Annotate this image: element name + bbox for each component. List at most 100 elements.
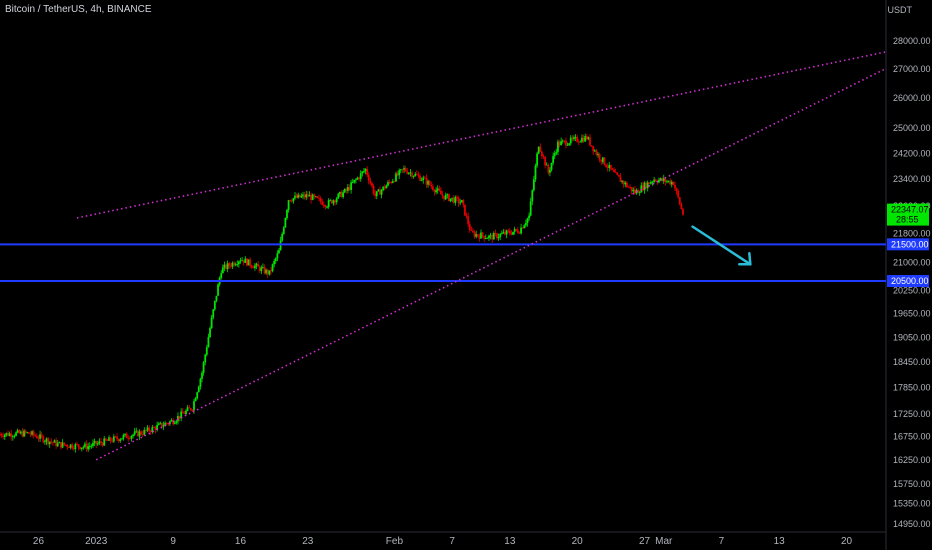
candle-body [144,429,147,431]
candle-body [504,232,506,235]
x-tick-label: 2023 [85,536,108,547]
candle-body [516,230,519,233]
candle-body [398,170,401,176]
candle-body [415,173,418,175]
candle-body [396,173,399,176]
candle-body [558,141,561,146]
candle-body [249,259,252,266]
candle-body [582,137,585,142]
candle-body [669,180,672,185]
candle-body [571,137,574,139]
candle-body [210,317,213,329]
candle-body [448,194,450,201]
candle-body [303,194,306,198]
candle-body [124,433,126,436]
candle-body [674,184,676,189]
candle-body [467,216,470,225]
candle-body [104,438,107,441]
candle-body [5,432,8,435]
candle-body [406,171,409,174]
candle-body [120,438,123,440]
candle-body [294,195,296,199]
candle-body [414,173,417,176]
candle-body [372,186,375,194]
candle-body [242,260,245,263]
candle-body [181,411,184,414]
x-tick-label: Mar [655,536,673,547]
candle-body [366,168,369,176]
candle-body [116,436,118,439]
candle-body [348,187,351,190]
candle-body [653,179,656,182]
candle-body [72,448,75,450]
candle-body [93,441,96,443]
candle-body [560,141,563,146]
candle-body [85,443,88,450]
candle-body [225,264,227,269]
candle-body [77,444,80,447]
candle-body [646,182,649,189]
candle-body [180,411,183,419]
candle-body [56,443,59,447]
candle-body [43,441,46,443]
candle-body [79,446,82,450]
candle-body [666,181,668,183]
candle-body [443,196,446,200]
candle-body [436,188,439,191]
candle-body [404,168,407,172]
candle-body [258,266,261,272]
candle-body [2,435,5,438]
y-tick-label: 17250.00 [893,409,931,419]
trendline[interactable] [95,68,886,461]
candle-body [207,337,210,348]
candle-body [605,164,607,167]
candle-body [355,179,357,181]
candle-body [600,159,603,162]
candle-body [521,227,524,229]
candle-body [23,430,25,437]
candle-body [96,443,99,445]
candle-body [539,146,542,152]
candle-body [524,222,527,226]
candle-body [178,416,181,419]
candle-body [306,194,309,197]
candle-body [90,445,93,447]
candle-body [241,260,243,262]
candle-body [228,263,231,266]
candle-body [330,200,333,204]
candle-body [84,443,86,447]
candle-body [290,201,293,202]
candle-body [577,141,580,143]
y-tick-label: 20250.00 [893,285,931,295]
candle-body [449,198,452,201]
candle-body [305,194,308,198]
candle-body [191,410,194,411]
candle-body [625,182,628,187]
candle-body [32,431,35,436]
trendline[interactable] [76,51,886,219]
candle-body [321,201,324,205]
candle-body [250,265,253,268]
down-arrow-shaft[interactable] [691,225,752,266]
candle-body [550,162,553,170]
candle-body [175,421,178,423]
level-price-label: 21500.00 [891,239,929,249]
candle-body [109,437,112,441]
y-tick-label: 19650.00 [893,309,931,319]
candle-body [223,264,226,268]
candle-body [486,238,489,239]
candle-body [162,425,165,427]
candle-body [3,434,6,438]
candle-body [590,145,593,147]
candle-body [13,435,16,437]
candle-body [411,172,413,177]
candle-body [300,195,303,198]
candle-body [390,182,393,183]
candle-body [133,431,136,435]
candle-body [606,166,609,168]
candle-body [528,215,530,219]
candle-body [217,284,219,296]
candle-body [47,438,49,445]
candle-body [419,175,421,181]
